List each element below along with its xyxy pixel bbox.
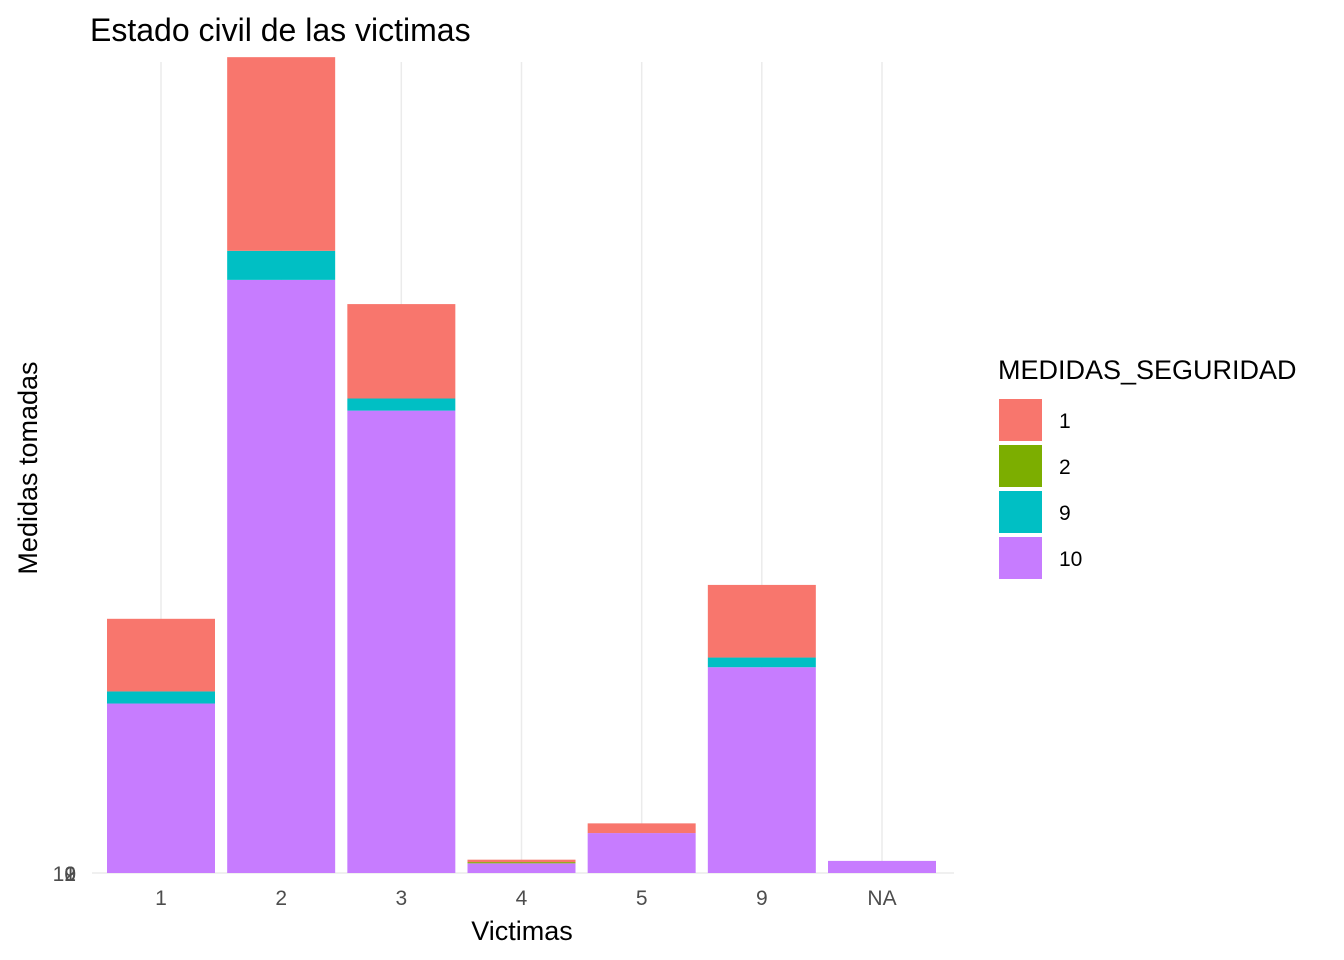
bar-segment-3-series-10 [347, 410, 456, 873]
legend-title: MEDIDAS_SEGURIDAD [998, 355, 1297, 385]
y-tick-label: 10 [53, 863, 76, 886]
legend-label: 1 [1059, 410, 1071, 433]
bar-segment-1-series-9 [107, 691, 215, 704]
legend: MEDIDAS_SEGURIDAD 1 2 9 10 [998, 355, 1297, 579]
bar-segment-4-series-2 [467, 862, 576, 864]
bar-segment-9-series-9 [707, 657, 816, 668]
x-tick-label: 3 [395, 887, 407, 910]
legend-swatch [999, 399, 1042, 441]
bar-segment-9-series-10 [707, 667, 816, 873]
bar-segment-1-series-10 [107, 703, 215, 873]
x-tick-label: 4 [516, 887, 528, 910]
legend-swatch [999, 445, 1042, 487]
legend-label: 9 [1059, 502, 1071, 525]
bar-segment-1-series-1 [107, 618, 215, 692]
bar-segment-2-series-10 [227, 279, 336, 873]
x-axis-title: Victimas [471, 916, 573, 946]
legend-label: 10 [1059, 548, 1082, 571]
chart-title: Estado civil de las victimas [90, 12, 471, 48]
bar-segment-4-series-10 [467, 863, 576, 873]
x-tick-label: 1 [155, 887, 167, 910]
legend-label: 2 [1059, 456, 1071, 479]
legend-swatch [999, 537, 1042, 579]
bar-segment-5-series-10 [587, 833, 696, 873]
gridlines [92, 62, 954, 874]
bar-segment-2-series-9 [227, 250, 336, 280]
x-axis-ticks: 1 2 3 4 5 9 NA [155, 887, 896, 910]
bar-segment-2-series-1 [227, 57, 336, 251]
bar-segment-3-series-9 [347, 398, 456, 411]
bar-segment-5-series-1 [587, 823, 696, 834]
x-tick-label: 2 [275, 887, 287, 910]
bars [107, 57, 936, 873]
y-tick-label: 2 [64, 863, 76, 886]
bar-segment-4-series-1 [467, 859, 576, 863]
y-tick-label: 1 [64, 863, 76, 886]
y-tick-label: 9 [64, 863, 76, 886]
x-tick-label: NA [867, 887, 896, 910]
bar-segment-9-series-1 [707, 584, 816, 658]
bar-segment-NA-series-10 [828, 860, 936, 873]
bar-segment-3-series-1 [347, 304, 456, 399]
legend-swatch [999, 491, 1042, 533]
x-tick-label: 9 [756, 887, 768, 910]
y-axis-title: Medidas tomadas [13, 361, 43, 574]
x-tick-label: 5 [636, 887, 648, 910]
